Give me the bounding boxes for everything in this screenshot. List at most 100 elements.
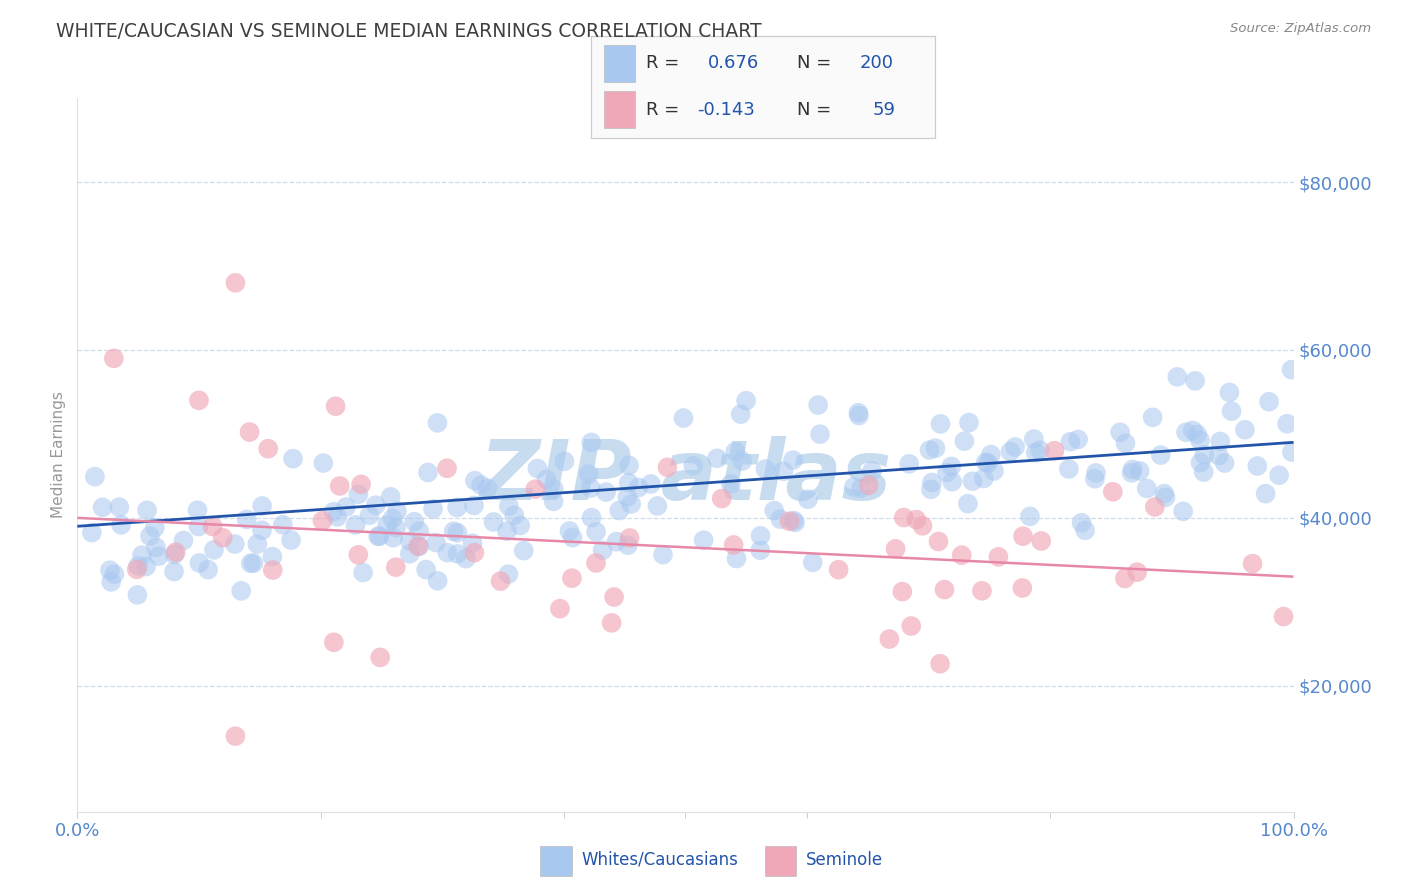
Point [188, 556, 211, 570]
Point [884, 541, 907, 556]
Point [145, 541, 167, 555]
Text: N =: N = [797, 101, 831, 119]
Text: R =: R = [645, 101, 679, 119]
Point [929, 417, 952, 431]
Point [640, 477, 662, 491]
Point [936, 466, 959, 480]
Point [1246, 458, 1268, 473]
Point [1241, 557, 1264, 571]
Point [1154, 491, 1177, 505]
Point [801, 555, 824, 569]
Point [281, 451, 304, 466]
Point [749, 529, 772, 543]
Point [918, 443, 941, 458]
Point [603, 590, 626, 604]
Point [1019, 509, 1042, 524]
Point [797, 492, 820, 507]
Bar [765, 846, 796, 876]
Point [496, 524, 519, 539]
Point [246, 537, 269, 551]
Point [592, 543, 614, 558]
Point [257, 442, 280, 456]
Point [1121, 462, 1143, 476]
Text: N =: N = [797, 54, 831, 72]
Point [706, 451, 728, 466]
Point [1268, 468, 1291, 483]
Point [139, 529, 162, 543]
Point [173, 533, 195, 548]
Point [364, 498, 387, 512]
Point [720, 476, 742, 491]
Point [347, 487, 370, 501]
Text: ZIP atlas: ZIP atlas [479, 436, 891, 516]
Point [103, 351, 125, 366]
Point [512, 543, 534, 558]
Point [322, 635, 344, 649]
Point [201, 519, 224, 533]
Point [1185, 427, 1208, 442]
Point [725, 551, 748, 566]
Point [891, 584, 914, 599]
Point [446, 547, 468, 561]
Text: -0.143: -0.143 [697, 101, 755, 119]
Point [1059, 434, 1081, 449]
Point [849, 481, 872, 495]
Point [524, 482, 547, 496]
Point [280, 533, 302, 548]
Point [652, 548, 675, 562]
Point [125, 562, 148, 576]
Point [239, 557, 262, 571]
Point [163, 548, 186, 562]
Point [1109, 425, 1132, 440]
Point [1254, 486, 1277, 500]
Point [595, 485, 617, 500]
Text: WHITE/CAUCASIAN VS SEMINOLE MEDIAN EARNINGS CORRELATION CHART: WHITE/CAUCASIAN VS SEMINOLE MEDIAN EARNI… [56, 22, 762, 41]
Point [416, 466, 439, 480]
Point [807, 398, 830, 412]
Point [1114, 571, 1136, 585]
Point [581, 435, 603, 450]
Point [352, 566, 374, 580]
Point [1074, 524, 1097, 538]
Point [735, 393, 758, 408]
Point [271, 517, 294, 532]
Point [920, 483, 942, 497]
Point [929, 657, 952, 671]
Point [1070, 516, 1092, 530]
Point [98, 563, 121, 577]
Point [977, 456, 1000, 470]
Point [962, 474, 984, 488]
Point [242, 556, 264, 570]
Point [127, 588, 149, 602]
Point [135, 559, 157, 574]
Point [399, 534, 422, 549]
Point [1043, 443, 1066, 458]
Point [1218, 385, 1240, 400]
Point [344, 517, 367, 532]
Point [617, 538, 640, 552]
Point [970, 583, 993, 598]
Point [730, 407, 752, 421]
Point [893, 510, 915, 524]
Point [224, 276, 246, 290]
Point [1126, 565, 1149, 579]
Point [900, 619, 922, 633]
Point [477, 481, 499, 495]
Point [605, 534, 627, 549]
Point [846, 406, 869, 420]
Point [262, 563, 284, 577]
Point [1208, 449, 1230, 463]
Text: 59: 59 [873, 101, 896, 119]
Point [211, 531, 233, 545]
Point [723, 538, 745, 552]
Point [1281, 362, 1303, 376]
Text: 200: 200 [859, 54, 893, 72]
Point [454, 551, 477, 566]
Point [231, 583, 253, 598]
Point [617, 475, 640, 490]
Point [443, 524, 465, 539]
Point [1184, 374, 1206, 388]
Point [236, 512, 259, 526]
Point [561, 571, 583, 585]
Point [724, 444, 747, 458]
